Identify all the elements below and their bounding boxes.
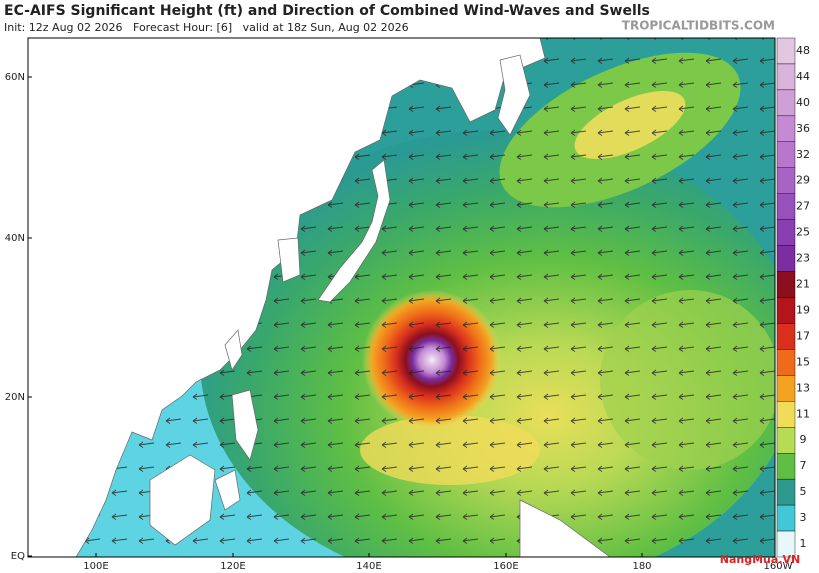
colorbar-label: 23 (796, 252, 810, 265)
colorbar-swatch (776, 504, 796, 532)
colorbar-swatch (776, 453, 796, 480)
colorbar-label: 36 (796, 122, 810, 135)
colorbar-swatch (776, 323, 796, 350)
colorbar: 48 44 40 36 32 29 27 25 23 21 19 17 15 13 11 9 7 5 3 1 (776, 37, 810, 558)
colorbar-swatch (776, 478, 796, 506)
colorbar-label: 9 (800, 433, 807, 446)
colorbar-label: 5 (800, 485, 807, 498)
colorbar-swatch (776, 115, 796, 142)
colorbar-label: 13 (796, 381, 810, 394)
colorbar-swatch (776, 37, 796, 65)
lon-label: 120E (220, 561, 245, 572)
axes: 60N 40N 20N EQ 100E 120E 140E 160E 180 160W (5, 72, 793, 572)
colorbar-swatch (776, 349, 796, 376)
colorbar-swatch (776, 245, 796, 272)
colorbar-swatch (776, 141, 796, 168)
colorbar-label: 3 (800, 511, 807, 524)
lat-label: 20N (5, 392, 25, 403)
colorbar-label: 25 (796, 226, 810, 239)
colorbar-label: 21 (796, 278, 810, 291)
lon-label: 160E (493, 561, 518, 572)
colorbar-label: 32 (796, 148, 810, 161)
site: TROPICALTIDBITS.COM (622, 19, 775, 33)
lat-label: 60N (5, 72, 25, 83)
colorbar-swatch (776, 375, 796, 402)
colorbar-swatch (776, 63, 796, 91)
map (28, 38, 775, 557)
colorbar-swatch (776, 401, 796, 428)
watermark: NangMua.VN (720, 553, 800, 566)
subtitle: Init: 12z Aug 02 2026 Forecast Hour: [6]… (4, 21, 409, 34)
colorbar-swatch (776, 297, 796, 324)
colorbar-swatch (776, 167, 796, 194)
colorbar-swatch (776, 219, 796, 246)
colorbar-label: 48 (796, 44, 810, 57)
colorbar-label: 15 (796, 355, 810, 368)
lon-label: 160W (764, 561, 793, 572)
colorbar-swatch (776, 427, 796, 454)
lon-label: 100E (83, 561, 108, 572)
colorbar-label: 40 (796, 96, 810, 109)
lat-label: EQ (11, 551, 25, 562)
colorbar-label: 11 (796, 407, 810, 420)
colorbar-label: 17 (796, 329, 810, 342)
lon-label: 140E (356, 561, 381, 572)
lon-label: 180 (632, 561, 651, 572)
colorbar-label: 19 (796, 303, 810, 316)
lat-label: 40N (5, 233, 25, 244)
colorbar-label: 29 (796, 174, 810, 187)
map-frame (27, 37, 776, 558)
colorbar-swatch (776, 271, 796, 298)
colorbar-swatch (776, 530, 796, 558)
colorbar-swatch (776, 89, 796, 117)
colorbar-label: 44 (796, 70, 810, 83)
colorbar-label: 1 (800, 537, 807, 550)
title: EC-AIFS Significant Height (ft) and Dire… (4, 3, 650, 19)
colorbar-label: 27 (796, 200, 810, 213)
colorbar-swatch (776, 193, 796, 220)
colorbar-label: 7 (800, 459, 807, 472)
